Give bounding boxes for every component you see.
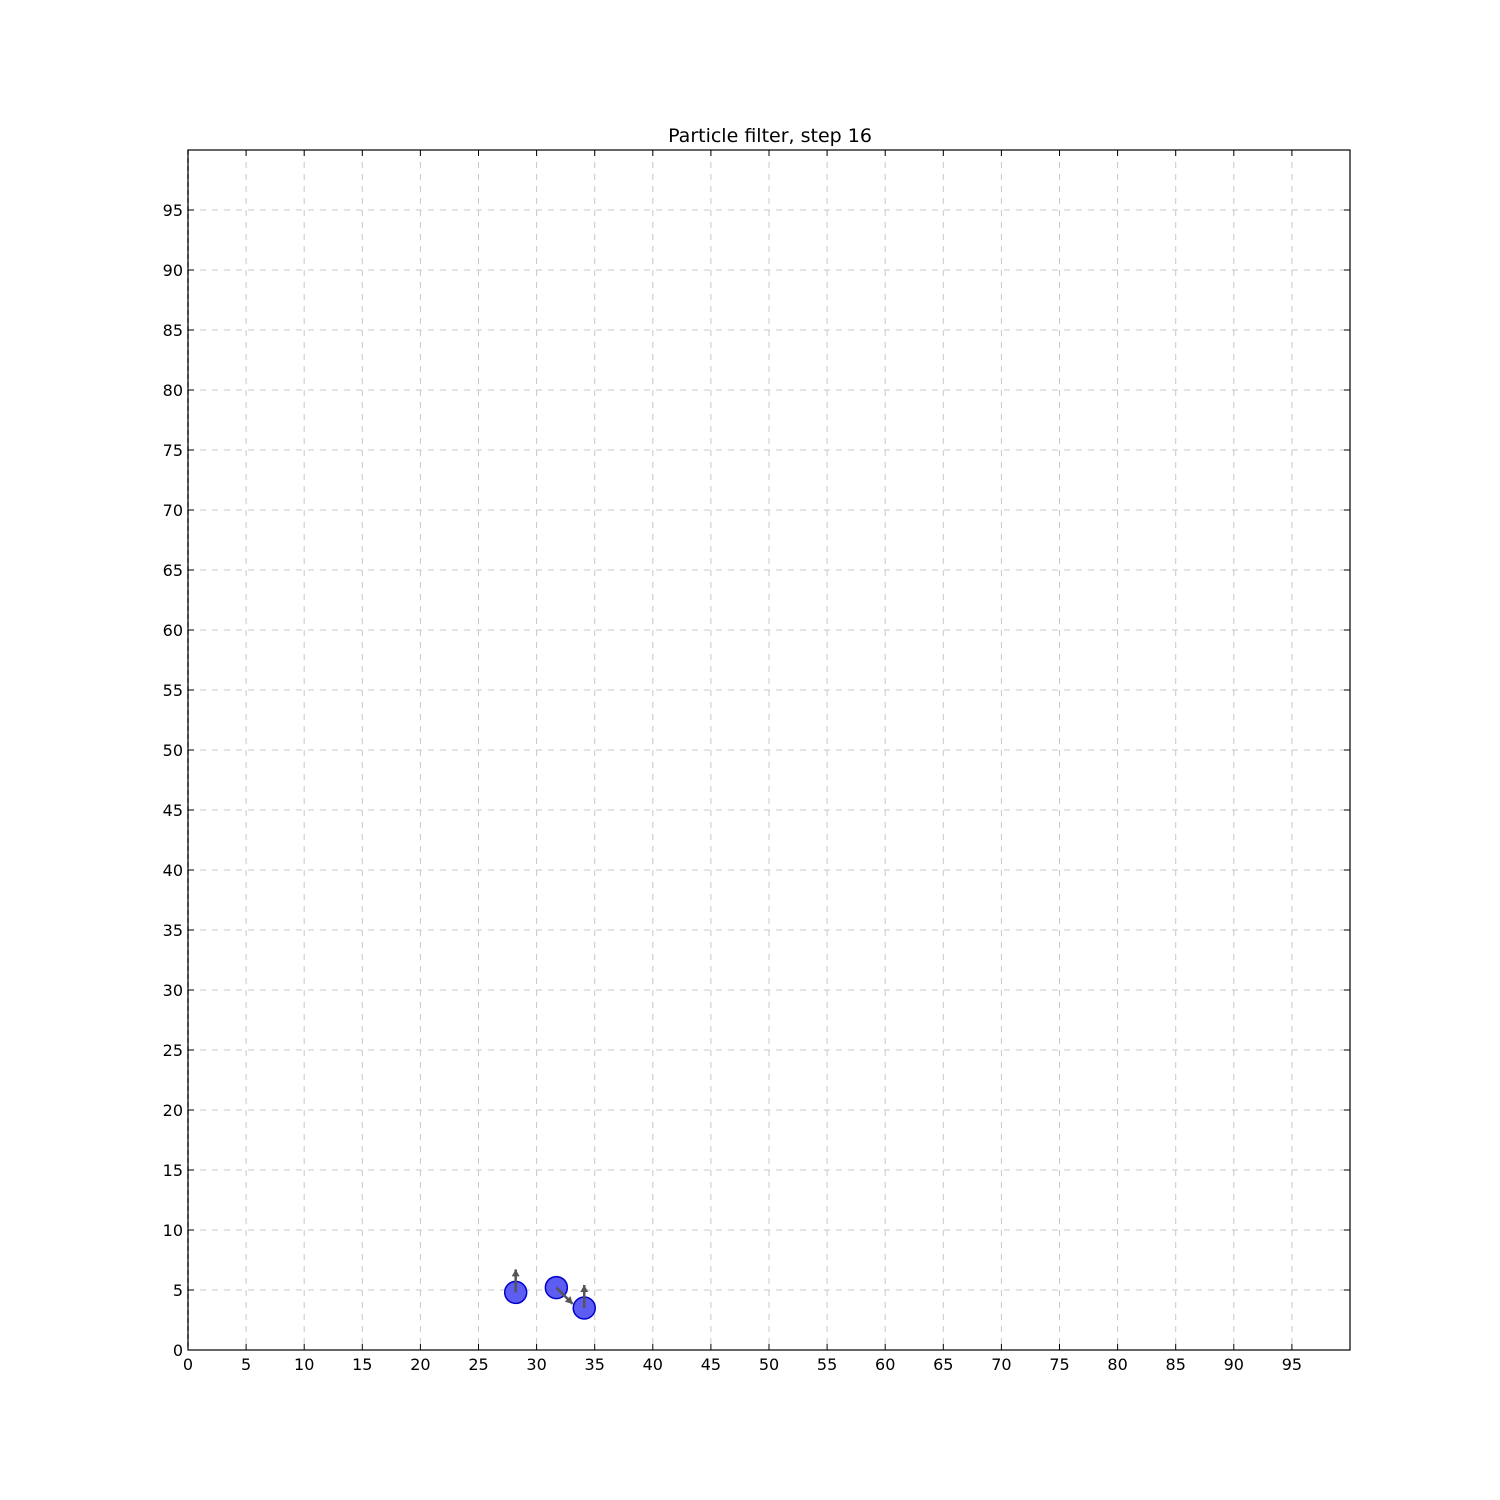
y-tick-label: 75 xyxy=(163,441,183,460)
y-tick-label: 20 xyxy=(163,1101,183,1120)
x-tick-label: 30 xyxy=(526,1355,546,1374)
particle-arrow-head xyxy=(564,1296,573,1304)
y-tick-label: 50 xyxy=(163,741,183,760)
y-tick-label: 35 xyxy=(163,921,183,940)
y-tick-label: 25 xyxy=(163,1041,183,1060)
y-axis-ticks: 0 5 10 15 20 25 30 35 40 45 50 55 60 65 70 75 80 85 90 95 xyxy=(163,201,1350,1360)
x-tick-label: 65 xyxy=(933,1355,953,1374)
plot-area-frame xyxy=(187,149,1351,1351)
grid-lines xyxy=(187,150,1350,1350)
x-tick-label: 90 xyxy=(1224,1355,1244,1374)
particle xyxy=(544,1275,574,1305)
x-tick-label: 40 xyxy=(643,1355,663,1374)
x-tick-label: 80 xyxy=(1107,1355,1127,1374)
y-tick-label: 95 xyxy=(163,201,183,220)
y-tick-label: 45 xyxy=(163,801,183,820)
x-tick-label: 10 xyxy=(294,1355,314,1374)
y-tick-label: 70 xyxy=(163,501,183,520)
y-tick-label: 40 xyxy=(163,861,183,880)
y-tick-label: 80 xyxy=(163,381,183,400)
y-tick-label: 15 xyxy=(163,1161,183,1180)
y-tick-label: 65 xyxy=(163,561,183,580)
particle-arrow-head xyxy=(511,1269,520,1277)
particle xyxy=(503,1269,528,1305)
x-axis-ticks: 0 5 10 15 20 25 30 35 40 45 50 55 60 65 70 75 80 85 90 95 xyxy=(183,150,1302,1374)
y-tick-label: 10 xyxy=(163,1221,183,1240)
y-tick-label: 55 xyxy=(163,681,183,700)
x-tick-label: 25 xyxy=(468,1355,488,1374)
x-tick-label: 75 xyxy=(1049,1355,1069,1374)
y-tick-label: 30 xyxy=(163,981,183,1000)
y-tick-label: 85 xyxy=(163,321,183,340)
x-tick-label: 55 xyxy=(817,1355,837,1374)
particles xyxy=(503,1269,596,1320)
x-tick-label: 20 xyxy=(410,1355,430,1374)
x-tick-label: 85 xyxy=(1166,1355,1186,1374)
x-tick-label: 0 xyxy=(183,1355,193,1374)
particle-arrow-head xyxy=(580,1285,589,1292)
y-tick-label: 60 xyxy=(163,621,183,640)
x-tick-label: 5 xyxy=(241,1355,251,1374)
chart-title: Particle filter, step 16 xyxy=(668,125,872,147)
x-tick-label: 70 xyxy=(991,1355,1011,1374)
x-tick-label: 95 xyxy=(1282,1355,1302,1374)
x-tick-label: 45 xyxy=(701,1355,721,1374)
y-tick-label: 0 xyxy=(173,1341,183,1360)
y-tick-label: 5 xyxy=(173,1281,183,1300)
x-tick-label: 15 xyxy=(352,1355,372,1374)
x-tick-label: 60 xyxy=(875,1355,895,1374)
particle xyxy=(572,1285,596,1320)
x-tick-label: 35 xyxy=(585,1355,605,1374)
y-tick-label: 90 xyxy=(163,261,183,280)
x-tick-label: 50 xyxy=(759,1355,779,1374)
